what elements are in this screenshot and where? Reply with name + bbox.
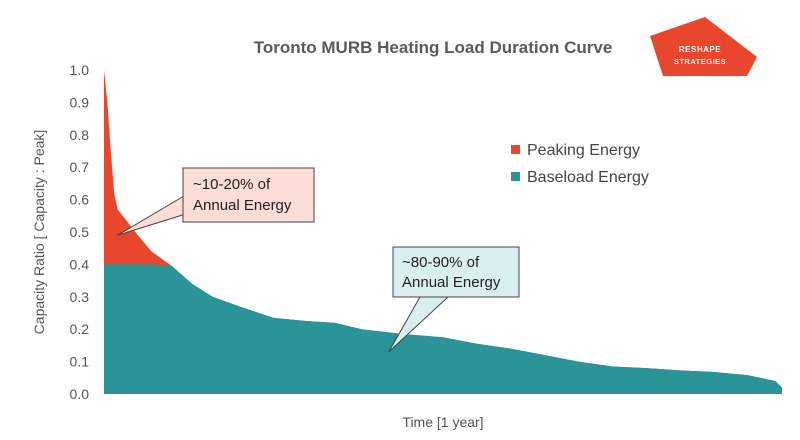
reshape-strategies-logo: RESHAPE STRATEGIES [650, 17, 757, 76]
y-tick-label: 0.6 [70, 192, 90, 208]
callout-baseload: ~80-90% of Annual Energy [388, 246, 520, 353]
baseload-energy-area [104, 264, 782, 394]
plot-area [104, 70, 782, 394]
legend-swatch-peaking [511, 145, 520, 154]
callout-baseload-line1: ~80-90% of [402, 254, 480, 271]
y-tick-label: 1.0 [70, 62, 90, 78]
callout-baseload-box [392, 246, 520, 298]
logo-shape [650, 17, 757, 76]
callout-peaking-pointer [117, 192, 190, 236]
chart-title: Toronto MURB Heating Load Duration Curve [254, 38, 613, 57]
callout-peaking-line1: ~10-20% of [193, 176, 271, 193]
y-tick-label: 0.9 [70, 94, 90, 110]
x-axis-label: Time [1 year] [402, 414, 483, 430]
legend: Peaking Energy Baseload Energy [511, 142, 649, 186]
y-tick-label: 0.8 [70, 127, 90, 143]
legend-label-peaking: Peaking Energy [527, 142, 640, 159]
y-tick-label: 0.2 [70, 321, 90, 337]
callout-peaking-line2: Annual Energy [193, 197, 292, 214]
callout-peaking: ~10-20% of Annual Energy [117, 167, 315, 236]
legend-label-baseload: Baseload Energy [527, 169, 649, 186]
y-tick-label: 0.3 [70, 289, 90, 305]
logo-line1: RESHAPE [679, 45, 721, 54]
y-tick-label: 0.5 [70, 224, 90, 240]
y-axis-label: Capacity Ratio [ Capacity : Peak] [31, 130, 47, 335]
logo-line2: STRATEGIES [674, 57, 726, 66]
y-tick-label: 0.1 [70, 354, 90, 370]
legend-swatch-baseload [511, 172, 520, 181]
y-tick-label: 0.0 [70, 386, 90, 402]
y-tick-label: 0.4 [70, 256, 90, 272]
callout-baseload-line2: Annual Energy [402, 274, 501, 291]
y-axis-ticks: 0.0 0.1 0.2 0.3 0.4 0.5 0.6 0.7 0.8 0.9 1.0 [70, 62, 90, 402]
y-tick-label: 0.7 [70, 159, 90, 175]
callout-peaking-box [182, 167, 315, 223]
